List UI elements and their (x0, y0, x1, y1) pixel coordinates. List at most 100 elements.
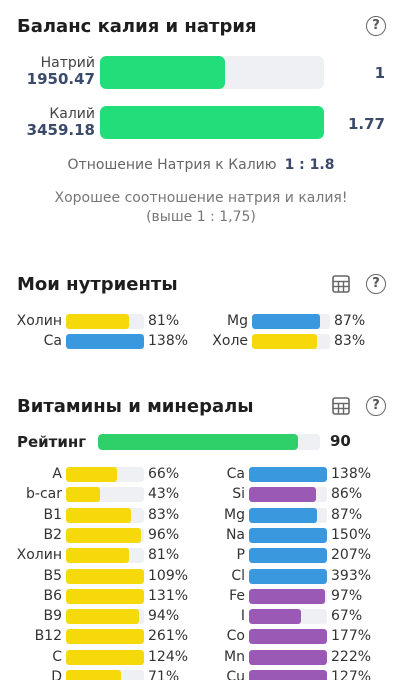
nutrient-row[interactable]: D 71% (0, 669, 190, 680)
nutrient-percent: 261% (148, 628, 189, 645)
help-icon[interactable]: ? (366, 274, 386, 294)
nutrient-label: Холин (16, 313, 62, 329)
nutrient-label: Cu (226, 669, 245, 680)
table-icon[interactable] (332, 275, 350, 293)
nutrient-row[interactable]: B6 131% (0, 588, 190, 605)
nutrient-bar (249, 527, 327, 543)
nutrient-row[interactable]: P 207% (186, 547, 373, 564)
nutrient-label: Ca (226, 466, 245, 482)
nutrient-percent: 177% (331, 628, 372, 645)
rating-label: Рейтинг (17, 433, 87, 451)
nutrient-bar (249, 588, 327, 604)
nutrient-row[interactable]: B5 109% (0, 568, 190, 585)
nutrient-row[interactable]: C 124% (0, 649, 190, 666)
nutrient-label: Cl (231, 567, 245, 584)
nutrient-bar (66, 548, 144, 564)
help-icon[interactable]: ? (366, 16, 386, 36)
nutrient-percent: 124% (148, 648, 189, 665)
nutrient-label: Ca (43, 333, 62, 349)
nutrient-bar-fill (249, 609, 302, 625)
nutrient-row[interactable]: B12 261% (0, 628, 190, 645)
nutrient-percent: 71% (148, 669, 180, 680)
nutrient-bar-fill (66, 670, 122, 680)
nutrient-bar (66, 649, 144, 665)
balance-note-line2: (выше 1 : 1,75) (146, 209, 256, 225)
nutrient-percent: 67% (331, 608, 363, 625)
nutrient-percent: 43% (148, 486, 180, 503)
nutrient-row[interactable]: Холин 81% (0, 547, 190, 564)
nutrient-row[interactable]: B9 94% (0, 608, 190, 625)
nutrient-bar-fill (66, 568, 144, 584)
nutrient-bar (249, 467, 327, 482)
nutrient-bar-fill (66, 334, 144, 349)
nutrient-bar-fill (66, 629, 144, 645)
nutrient-bar-fill (249, 548, 327, 564)
nutrient-bar (66, 487, 144, 503)
nutrient-bar-fill (66, 314, 130, 329)
nutrient-row[interactable]: Co 177% (186, 628, 373, 645)
nutrient-label: Mn (224, 648, 245, 665)
nutrient-bar-fill (249, 527, 327, 543)
nutrient-percent: 86% (331, 486, 363, 503)
nutrient-bar (66, 334, 144, 349)
help-icon[interactable]: ? (366, 396, 386, 416)
rating-bar-fill (98, 434, 298, 450)
nutrient-label: Холин (16, 547, 62, 564)
table-icon[interactable] (332, 397, 350, 415)
nutrient-row[interactable]: Mg 87% (186, 313, 376, 330)
nutrient-row[interactable]: Cu 127% (186, 669, 373, 680)
nutrient-row[interactable]: Mg 87% (186, 507, 373, 524)
nutrient-bar (66, 314, 144, 329)
nutrient-row[interactable]: Холе 83% (186, 333, 376, 350)
nutrient-bar (249, 568, 327, 584)
nutrient-percent: 87% (331, 506, 363, 523)
nutrient-row[interactable]: A 66% (0, 466, 190, 483)
potassium-ratio: 1.77 (347, 115, 385, 133)
nutrient-row[interactable]: I 67% (186, 608, 373, 625)
ratio-row: Отношение Натрия к Калию 1 : 1.8 (0, 157, 402, 173)
nutrient-bar (249, 649, 327, 665)
rating-bar (98, 434, 320, 450)
sodium-value: 1950.47 (26, 70, 95, 88)
nutrient-row[interactable]: Si 86% (186, 486, 373, 503)
nutrient-bar (66, 467, 144, 482)
nutrient-row[interactable]: b-car 43% (0, 486, 190, 503)
ratio-value: 1 : 1.8 (284, 157, 335, 173)
nutrient-row[interactable]: Cl 393% (186, 568, 373, 585)
nutrient-label: b-car (26, 486, 62, 503)
nutrient-row[interactable]: Fe 97% (186, 588, 373, 605)
nutrient-label: Fe (229, 587, 245, 604)
nutrient-row[interactable]: B1 83% (0, 507, 190, 524)
nutrient-percent: 96% (148, 526, 180, 543)
my-nutrients-title: Мои нутриенты (17, 274, 178, 295)
nutrient-bar-fill (66, 527, 141, 543)
nutrient-bar-fill (249, 629, 327, 645)
potassium-value: 3459.18 (26, 121, 95, 139)
nutrient-bar-fill (66, 588, 144, 604)
potassium-label: Калий (49, 106, 95, 122)
nutrient-bar-fill (66, 487, 100, 503)
nutrient-percent: 393% (331, 567, 372, 584)
nutrient-bar (66, 629, 144, 645)
nutrient-percent: 87% (334, 313, 366, 329)
vitamins-title: Витамины и минералы (17, 396, 254, 417)
nutrient-bar (249, 487, 327, 503)
nutrient-label: Si (232, 486, 245, 503)
nutrient-label: D (51, 669, 62, 680)
nutrient-percent: 138% (331, 466, 372, 482)
nutrient-row[interactable]: Na 150% (186, 527, 373, 544)
rating-value: 90 (330, 432, 351, 450)
nutrient-row[interactable]: Холин 81% (0, 313, 190, 330)
nutrient-bar (66, 609, 144, 625)
nutrient-percent: 83% (148, 506, 180, 523)
nutrient-bar-fill (66, 649, 144, 665)
nutrient-label: B5 (43, 567, 62, 584)
nutrient-row[interactable]: Ca 138% (186, 466, 373, 483)
nutrient-row[interactable]: Ca 138% (0, 333, 190, 350)
nutrient-row[interactable]: Mn 222% (186, 649, 373, 666)
nutrient-label: B9 (43, 608, 62, 625)
nutrient-row[interactable]: B2 96% (0, 527, 190, 544)
nutrient-bar (252, 314, 330, 329)
nutrient-label: Mg (224, 506, 245, 523)
nutrient-percent: 109% (148, 567, 189, 584)
